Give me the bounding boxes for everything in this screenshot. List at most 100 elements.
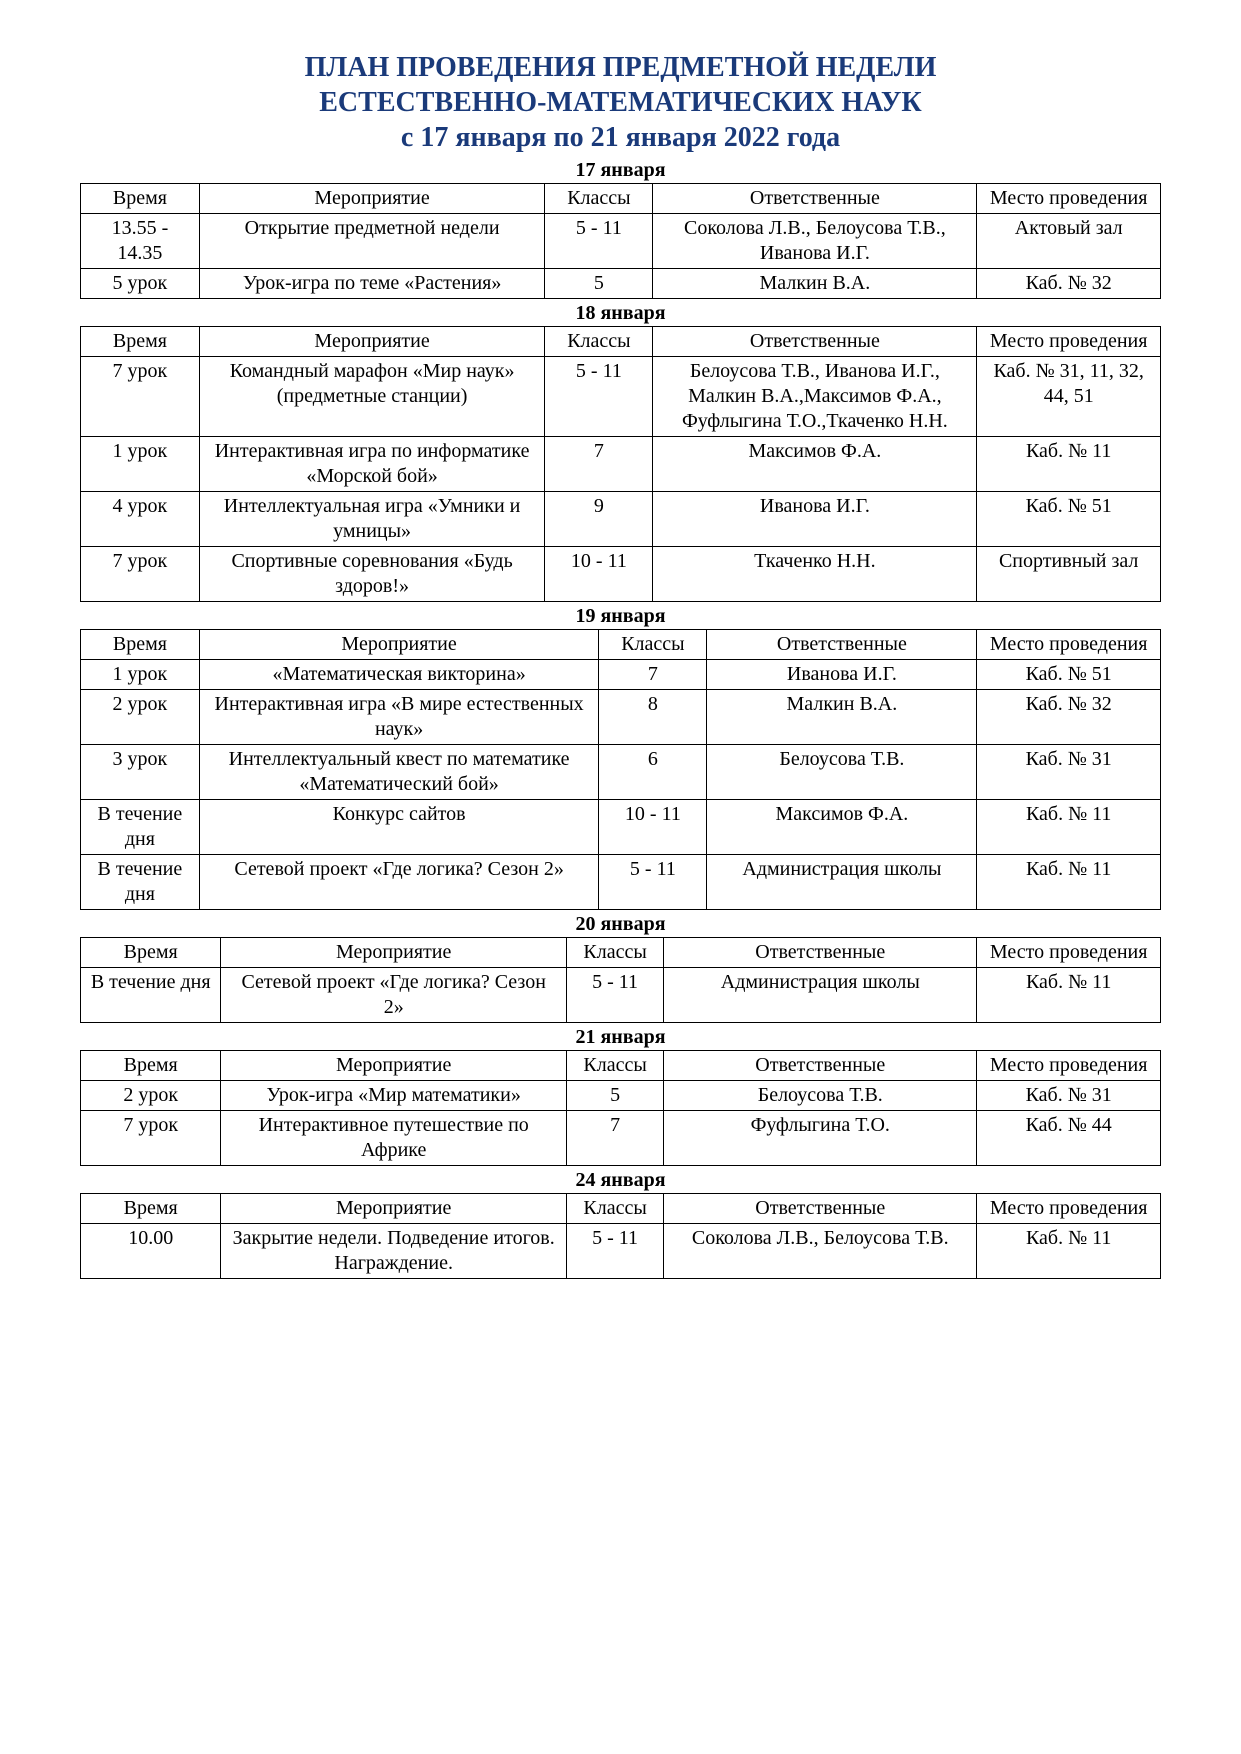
cell-place: Каб. № 32 (977, 690, 1161, 745)
document-title: ПЛАН ПРОВЕДЕНИЯ ПРЕДМЕТНОЙ НЕДЕЛИ ЕСТЕСТ… (80, 50, 1161, 155)
cell-responsible: Малкин В.А. (707, 690, 977, 745)
cell-classes: 5 - 11 (566, 968, 663, 1023)
cell-time: 1 урок (81, 437, 200, 492)
title-line-3: с 17 января по 21 января 2022 года (80, 120, 1161, 155)
cell-event: Сетевой проект «Где логика? Сезон 2» (221, 968, 567, 1023)
cell-event: Интерактивное путешествие по Африке (221, 1111, 567, 1166)
schedule-table: ВремяМероприятиеКлассыОтветственныеМесто… (80, 326, 1161, 602)
cell-responsible: Фуфлыгина Т.О. (664, 1111, 977, 1166)
cell-time: 13.55 - 14.35 (81, 214, 200, 269)
table-row: 7 урокИнтерактивное путешествие по Африк… (81, 1111, 1161, 1166)
cell-time: В течение дня (81, 855, 200, 910)
cell-place: Каб. № 51 (977, 660, 1161, 690)
cell-time: 4 урок (81, 492, 200, 547)
cell-place: Каб. № 31 (977, 1081, 1161, 1111)
cell-event: Спортивные соревнования «Будь здоров!» (199, 547, 545, 602)
schedule-table: ВремяМероприятиеКлассыОтветственныеМесто… (80, 1050, 1161, 1166)
column-header-place: Место проведения (977, 184, 1161, 214)
table-row: 1 урокИнтерактивная игра по информатике … (81, 437, 1161, 492)
column-header-time: Время (81, 327, 200, 357)
table-row: 13.55 - 14.35Открытие предметной недели5… (81, 214, 1161, 269)
cell-responsible: Иванова И.Г. (707, 660, 977, 690)
column-header-event: Мероприятие (221, 1051, 567, 1081)
cell-responsible: Иванова И.Г. (653, 492, 977, 547)
cell-event: Конкурс сайтов (199, 800, 599, 855)
schedule-table: ВремяМероприятиеКлассыОтветственныеМесто… (80, 937, 1161, 1023)
cell-event: Интерактивная игра «В мире естественных … (199, 690, 599, 745)
column-header-time: Время (81, 630, 200, 660)
cell-responsible: Соколова Л.В., Белоусова Т.В. (664, 1224, 977, 1279)
cell-time: 7 урок (81, 357, 200, 437)
day-heading: 17 января (80, 159, 1161, 182)
cell-place: Каб. № 51 (977, 492, 1161, 547)
cell-time: 3 урок (81, 745, 200, 800)
column-header-time: Время (81, 184, 200, 214)
table-row: 10.00Закрытие недели. Подведение итогов.… (81, 1224, 1161, 1279)
cell-place: Каб. № 44 (977, 1111, 1161, 1166)
cell-time: 7 урок (81, 1111, 221, 1166)
column-header-place: Место проведения (977, 938, 1161, 968)
column-header-event: Мероприятие (199, 630, 599, 660)
cell-responsible: Малкин В.А. (653, 269, 977, 299)
cell-responsible: Ткаченко Н.Н. (653, 547, 977, 602)
cell-time: 7 урок (81, 547, 200, 602)
column-header-responsible: Ответственные (664, 1194, 977, 1224)
cell-place: Актовый зал (977, 214, 1161, 269)
cell-time: 1 урок (81, 660, 200, 690)
cell-classes: 10 - 11 (599, 800, 707, 855)
cell-responsible: Белоусова Т.В. (707, 745, 977, 800)
cell-event: «Математическая викторина» (199, 660, 599, 690)
table-header-row: ВремяМероприятиеКлассыОтветственныеМесто… (81, 938, 1161, 968)
table-row: 7 урокКомандный марафон «Мир наук» (пред… (81, 357, 1161, 437)
cell-classes: 5 - 11 (545, 214, 653, 269)
cell-classes: 5 (566, 1081, 663, 1111)
table-header-row: ВремяМероприятиеКлассыОтветственныеМесто… (81, 327, 1161, 357)
column-header-time: Время (81, 938, 221, 968)
column-header-responsible: Ответственные (653, 327, 977, 357)
cell-classes: 7 (545, 437, 653, 492)
column-header-classes: Классы (545, 184, 653, 214)
cell-classes: 5 (545, 269, 653, 299)
title-line-2: ЕСТЕСТВЕННО-МАТЕМАТИЧЕСКИХ НАУК (80, 85, 1161, 120)
cell-responsible: Администрация школы (707, 855, 977, 910)
column-header-event: Мероприятие (221, 938, 567, 968)
table-row: 2 урокИнтерактивная игра «В мире естеств… (81, 690, 1161, 745)
day-heading: 24 января (80, 1169, 1161, 1192)
table-row: В течение дняКонкурс сайтов10 - 11Максим… (81, 800, 1161, 855)
cell-responsible: Максимов Ф.А. (653, 437, 977, 492)
cell-event: Интеллектуальный квест по математике «Ма… (199, 745, 599, 800)
cell-time: В течение дня (81, 968, 221, 1023)
column-header-responsible: Ответственные (664, 938, 977, 968)
table-row: 3 урокИнтеллектуальный квест по математи… (81, 745, 1161, 800)
cell-place: Спортивный зал (977, 547, 1161, 602)
cell-place: Каб. № 11 (977, 1224, 1161, 1279)
cell-responsible: Соколова Л.В., Белоусова Т.В., Иванова И… (653, 214, 977, 269)
day-heading: 20 января (80, 913, 1161, 936)
cell-place: Каб. № 31, 11, 32, 44, 51 (977, 357, 1161, 437)
cell-event: Командный марафон «Мир наук» (предметные… (199, 357, 545, 437)
cell-event: Интерактивная игра по информатике «Морск… (199, 437, 545, 492)
day-heading: 19 января (80, 605, 1161, 628)
table-row: 5 урокУрок-игра по теме «Растения»5Малки… (81, 269, 1161, 299)
column-header-classes: Классы (566, 938, 663, 968)
cell-time: В течение дня (81, 800, 200, 855)
cell-responsible: Максимов Ф.А. (707, 800, 977, 855)
cell-classes: 9 (545, 492, 653, 547)
table-row: 1 урок«Математическая викторина»7Иванова… (81, 660, 1161, 690)
column-header-place: Место проведения (977, 1051, 1161, 1081)
cell-event: Интеллектуальная игра «Умники и умницы» (199, 492, 545, 547)
column-header-event: Мероприятие (199, 327, 545, 357)
day-heading: 21 января (80, 1026, 1161, 1049)
cell-classes: 7 (566, 1111, 663, 1166)
cell-event: Закрытие недели. Подведение итогов. Нагр… (221, 1224, 567, 1279)
column-header-classes: Классы (545, 327, 653, 357)
schedule-table: ВремяМероприятиеКлассыОтветственныеМесто… (80, 629, 1161, 910)
column-header-place: Место проведения (977, 327, 1161, 357)
table-header-row: ВремяМероприятиеКлассыОтветственныеМесто… (81, 184, 1161, 214)
cell-classes: 5 - 11 (599, 855, 707, 910)
table-header-row: ВремяМероприятиеКлассыОтветственныеМесто… (81, 630, 1161, 660)
cell-time: 5 урок (81, 269, 200, 299)
schedule-container: 17 январяВремяМероприятиеКлассыОтветстве… (80, 159, 1161, 1279)
cell-place: Каб. № 11 (977, 855, 1161, 910)
cell-responsible: Белоусова Т.В., Иванова И.Г., Малкин В.А… (653, 357, 977, 437)
